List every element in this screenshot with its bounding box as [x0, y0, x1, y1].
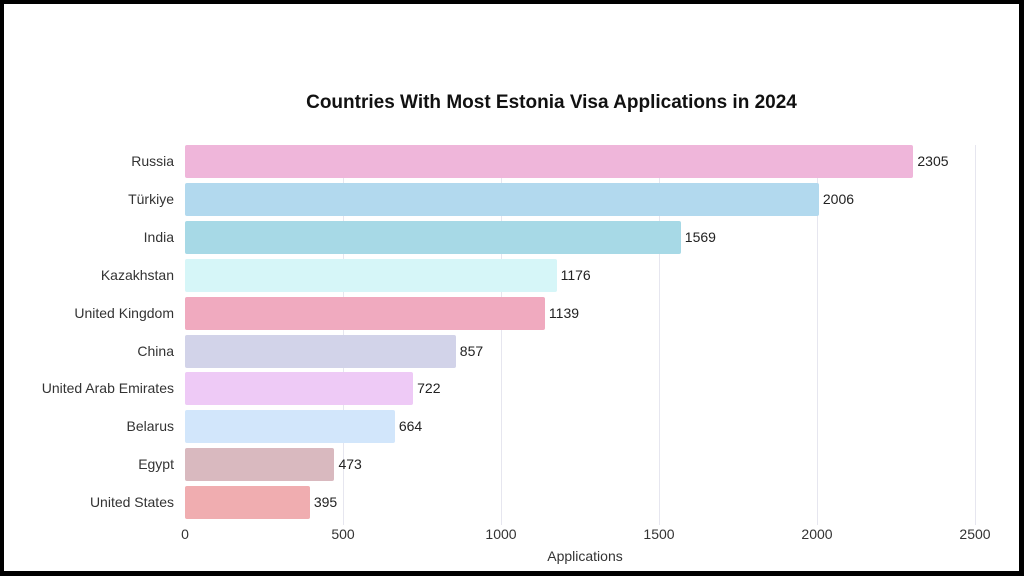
value-label: 722 [417, 380, 441, 397]
value-label: 857 [459, 342, 484, 359]
x-tick-label: 1000 [485, 526, 517, 542]
gridline [817, 145, 818, 525]
bar[interactable] [185, 220, 681, 254]
value-label: 2305 [917, 153, 949, 169]
value-label: 1139 [548, 304, 580, 321]
value-label: 2006 [822, 190, 855, 207]
gridline [975, 145, 976, 525]
chart-title: Countries With Most Estonia Visa Applica… [306, 92, 797, 113]
bar[interactable] [185, 448, 335, 482]
bar[interactable] [185, 334, 456, 368]
bar[interactable] [185, 145, 914, 178]
chart-frame: Countries With Most Estonia Visa Applica… [4, 4, 1019, 571]
x-tick-label: 2500 [959, 526, 991, 542]
gridline [501, 145, 502, 525]
category-label: United Kingdom [74, 304, 174, 321]
bar[interactable] [185, 372, 414, 406]
category-label: India [143, 228, 174, 245]
category-label: Russia [131, 153, 174, 169]
x-tick-label: 2000 [801, 526, 833, 542]
value-label: 1176 [560, 266, 591, 283]
bar[interactable] [185, 486, 310, 520]
category-label: China [137, 342, 174, 359]
category-label: United Arab Emirates [41, 380, 174, 397]
value-label: 395 [313, 494, 338, 511]
x-tick-label: 1500 [643, 526, 675, 542]
bar[interactable] [185, 182, 819, 216]
bar[interactable] [185, 410, 395, 444]
value-label: 664 [398, 418, 423, 435]
x-axis-label: Applications [547, 548, 623, 564]
plot-area: 0 500 1000 1500 2000 2500 Russia 2305 Türkiye 200… [4, 4, 1019, 571]
gridline [659, 145, 660, 525]
category-label: Türkiye [128, 190, 174, 207]
bar[interactable] [185, 296, 545, 330]
bar[interactable] [185, 258, 557, 292]
x-tick-label: 500 [331, 526, 355, 542]
value-label: 473 [338, 456, 362, 473]
category-label: Egypt [138, 456, 174, 473]
x-tick-label: 0 [181, 526, 189, 542]
value-label: 1569 [684, 228, 716, 245]
category-label: Belarus [126, 418, 174, 435]
category-label: United States [89, 494, 174, 511]
category-label: Kazakhstan [100, 266, 174, 283]
